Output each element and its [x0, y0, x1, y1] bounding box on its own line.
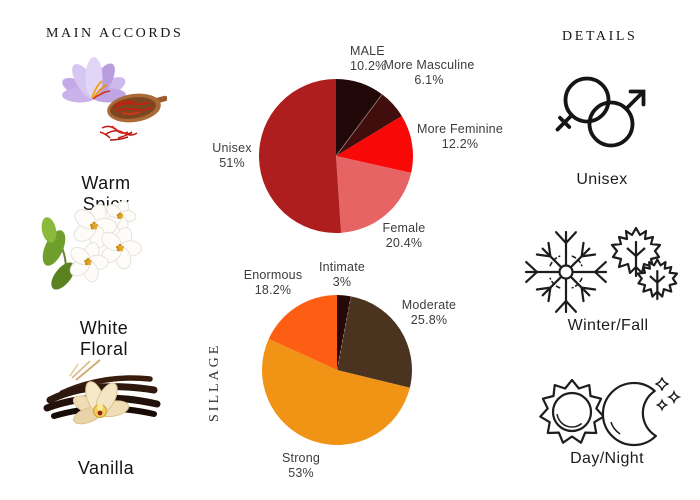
pie-slice-more-masculine: [336, 94, 402, 156]
jasmine-flower: [69, 242, 109, 283]
sun-and-moon-icon: [539, 377, 682, 447]
snowflake-and-maple-leaves-icon: [524, 226, 679, 314]
jasmine-flowers-image: [41, 200, 142, 290]
crescent-moon-icon: [601, 381, 657, 447]
jasmine-leaves: [41, 217, 75, 290]
slice-leader-line: [336, 296, 352, 371]
details-title: DETAILS: [562, 29, 638, 44]
saffron-threads-pile: [99, 125, 138, 141]
male-symbol-circle: [587, 100, 635, 148]
detail-label-day-night: Day/Night: [570, 450, 644, 467]
jasmine-blooms: [69, 200, 142, 283]
pie-slice-strong: [261, 338, 410, 445]
pie-slice-moderate: [337, 296, 412, 388]
saffron-spoon: [107, 93, 167, 123]
pie-slice-enormous: [268, 295, 337, 370]
unisex-gender-icon: [555, 76, 646, 148]
jasmine-flower: [105, 200, 137, 232]
pie-label-moderate: Moderate 25.8%: [401, 298, 457, 327]
sun-icon: [539, 378, 605, 444]
accord-label-white-floral: White Floral: [79, 318, 129, 359]
vanilla-image: [43, 359, 161, 425]
pie-label-intimate: Intimate 3%: [318, 260, 366, 289]
pie-label-female: Female 20.4%: [382, 221, 426, 250]
pie-label-enormous: Enormous 18.2%: [243, 268, 303, 297]
maple-leaf-icon-small: [636, 258, 679, 301]
male-symbol-arrow: [624, 91, 644, 111]
gender-pie-chart: [258, 78, 414, 233]
vanilla-orchid-flower: [72, 381, 130, 425]
female-symbol-crossbar: [558, 115, 572, 129]
star-icon-2: [666, 389, 682, 405]
vanilla-sticks: [69, 359, 101, 381]
detail-label-winter-fall: Winter/Fall: [567, 317, 649, 334]
male-symbol-arrowhead: [628, 89, 646, 107]
star-icon-1: [655, 377, 669, 391]
pie-slice-unisex: [258, 78, 342, 233]
crocus-flower: [62, 57, 126, 103]
pie-slice-female: [336, 156, 412, 233]
maple-leaf-icon-large: [610, 226, 662, 278]
sillage-pie-chart: [261, 295, 412, 445]
pie-label-more-masculine: More Masculine 6.1%: [383, 58, 475, 87]
pie-slice-more-feminine: [336, 116, 414, 173]
female-symbol-circle: [563, 76, 611, 124]
sillage-axis-label: SILLAGE: [207, 342, 222, 422]
pie-slice-male: [336, 79, 383, 156]
pie-label-more-feminine: More Feminine 12.2%: [417, 122, 503, 151]
snowflake-icon: [524, 230, 608, 314]
main-accords-title: MAIN ACCORDS: [46, 26, 184, 41]
pie-label-unisex: Unisex 51%: [212, 141, 252, 170]
jasmine-flower: [73, 203, 118, 249]
detail-label-unisex: Unisex: [576, 171, 628, 188]
saffron-crocus-image: [62, 57, 167, 141]
pie-label-male: MALE 10.2%: [350, 44, 387, 73]
slice-leader-line: [335, 94, 383, 157]
accord-label-vanilla: Vanilla: [77, 458, 135, 478]
star-icon-3: [655, 398, 669, 412]
pie-label-strong: Strong 53%: [281, 451, 321, 480]
